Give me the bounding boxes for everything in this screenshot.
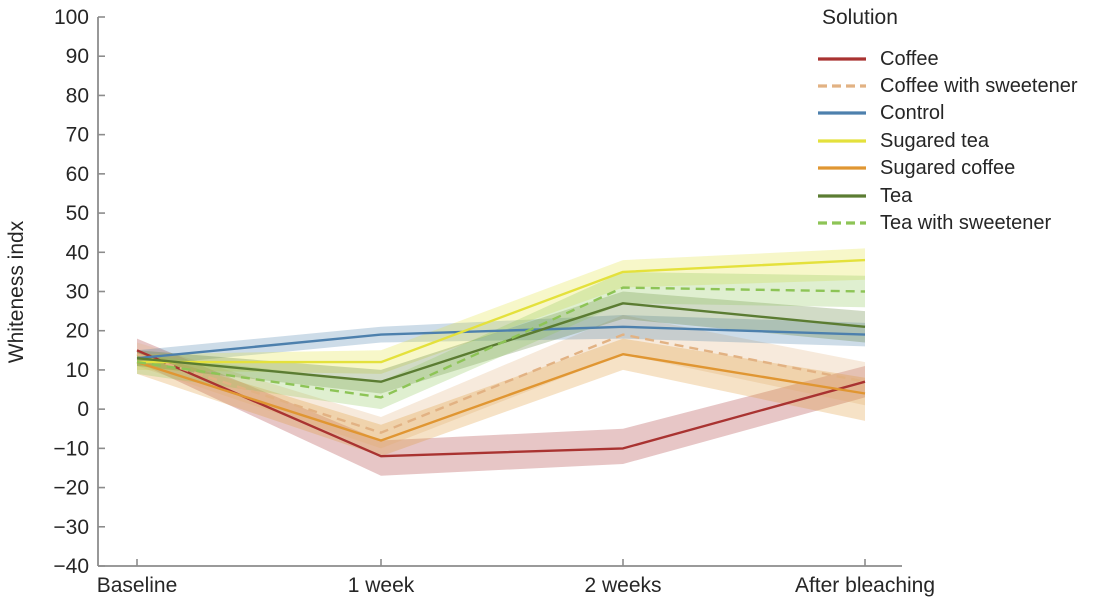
- x-tick-label: 2 weeks: [584, 574, 661, 597]
- legend-title: Solution: [822, 6, 898, 29]
- legend-swatch-solid-line-icon: [818, 57, 866, 61]
- legend-item-sugared-tea: Sugared tea: [818, 127, 1078, 154]
- series-line-control: [136, 325, 866, 360]
- y-tick-label: 30: [66, 281, 89, 304]
- series-line-coffee-with-sweetener: [136, 333, 866, 434]
- legend-swatch-dashed-line-icon: [818, 221, 866, 225]
- legend-swatch-solid-line-icon: [818, 166, 866, 170]
- y-tick-label: 0: [77, 398, 89, 421]
- legend-label: Coffee with sweetener: [880, 75, 1078, 98]
- x-tick-label: After bleaching: [795, 574, 935, 597]
- legend-label: Coffee: [880, 47, 939, 70]
- y-tick-label: −20: [53, 477, 89, 500]
- series-line-sugared-tea: [137, 258, 866, 364]
- legend-item-coffee-with-sweetener: Coffee with sweetener: [818, 72, 1078, 99]
- y-tick-label: −30: [53, 516, 89, 539]
- legend-label: Tea with sweetener: [880, 212, 1052, 235]
- y-tick-label: 50: [66, 202, 89, 225]
- legend-swatch-solid-line-icon: [818, 194, 866, 198]
- legend-swatch-solid-line-icon: [818, 111, 866, 116]
- legend-item-tea: Tea: [818, 182, 1078, 209]
- y-tick-label: 90: [66, 45, 89, 68]
- legend-item-sugared-coffee: Sugared coffee: [818, 155, 1078, 182]
- y-tick-label: −40: [53, 555, 89, 578]
- y-axis-title: Whiteness indx: [5, 220, 28, 364]
- series-line-sugared-coffee: [136, 353, 866, 442]
- x-tick-label: 1 week: [348, 574, 415, 597]
- y-tick-label: 80: [66, 84, 89, 107]
- series-line-tea-with-sweetener: [136, 286, 866, 399]
- confidence-band-coffee-with-sweetener: [137, 315, 865, 449]
- legend: Solution Coffee Coffee with sweetener Cont…: [818, 4, 1078, 237]
- confidence-band-coffee: [137, 338, 865, 476]
- y-tick-label: 10: [66, 359, 89, 382]
- legend-label: Sugared tea: [880, 129, 989, 152]
- legend-rows: Coffee Coffee with sweetener Control Sugare…: [818, 45, 1078, 237]
- legend-item-coffee: Coffee: [818, 45, 1078, 72]
- legend-item-control: Control: [818, 100, 1078, 127]
- confidence-band-sugared-tea: [137, 248, 865, 374]
- axes: 1009080706050403020100−10−20−30−40Baseli…: [53, 6, 935, 597]
- series-lines: [136, 258, 866, 458]
- legend-swatch-dashed-line-icon: [818, 84, 866, 88]
- legend-label: Control: [880, 102, 945, 125]
- legend-label: Sugared coffee: [880, 157, 1016, 180]
- y-tick-label: 60: [66, 163, 89, 186]
- legend-swatch-solid-line-icon: [818, 139, 866, 143]
- y-tick-label: 100: [54, 6, 89, 29]
- y-tick-label: 20: [66, 320, 89, 343]
- series-line-coffee: [136, 349, 866, 458]
- legend-label: Tea: [880, 184, 913, 207]
- y-tick-label: 70: [66, 124, 89, 147]
- x-tick-label: Baseline: [97, 574, 178, 597]
- legend-item-tea-with-sweetener: Tea with sweetener: [818, 209, 1078, 236]
- y-tick-label: −10: [53, 437, 89, 460]
- y-tick-label: 40: [66, 241, 89, 264]
